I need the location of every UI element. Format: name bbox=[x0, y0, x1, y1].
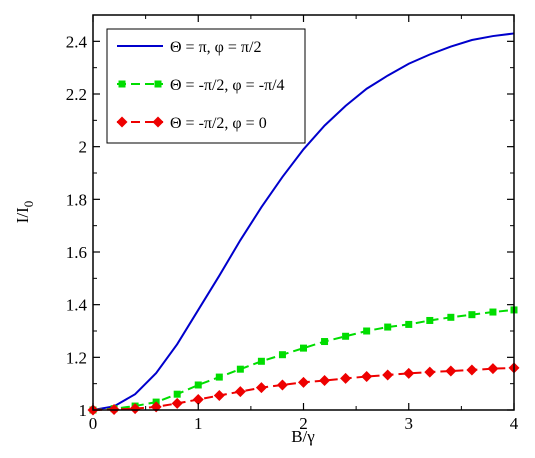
data-point bbox=[300, 344, 307, 352]
data-point bbox=[426, 316, 434, 324]
legend-item-3: Θ = -π/2, φ = 0 bbox=[116, 115, 267, 132]
data-point bbox=[236, 365, 244, 373]
x-tick-label: 0 bbox=[89, 414, 98, 433]
x-axis-label: B/γ bbox=[291, 427, 315, 446]
series-line bbox=[92, 308, 515, 411]
x-tick-label: 1 bbox=[194, 414, 203, 433]
data-point bbox=[468, 311, 476, 319]
legend: Θ = π, φ = π/2 Θ = -π/2, φ = -π/4 Θ = -π/2… bbox=[106, 28, 306, 144]
data-point bbox=[213, 390, 225, 402]
data-point bbox=[384, 323, 392, 331]
series-1 bbox=[92, 32, 515, 411]
data-point bbox=[382, 369, 394, 381]
data-point bbox=[171, 397, 183, 409]
data-point bbox=[445, 365, 457, 377]
legend-item-2: Θ = -π/2, φ = -π/4 bbox=[117, 77, 285, 94]
legend-marker bbox=[116, 116, 128, 128]
data-point bbox=[363, 327, 371, 335]
y-tick-label: 2.4 bbox=[66, 32, 88, 51]
series-2 bbox=[89, 306, 518, 414]
y-tick-label: 2.2 bbox=[66, 85, 87, 104]
data-point bbox=[405, 320, 413, 328]
data-point bbox=[129, 403, 141, 415]
data-point bbox=[340, 372, 352, 384]
legend-label: Θ = -π/2, φ = 0 bbox=[170, 115, 267, 132]
data-point bbox=[321, 338, 329, 346]
legend-marker bbox=[154, 80, 162, 88]
data-point bbox=[276, 379, 288, 391]
y-tick-label: 2 bbox=[79, 138, 88, 157]
legend-label: Θ = -π/2, φ = -π/4 bbox=[170, 77, 285, 94]
y-axis-label: I/I0 bbox=[13, 201, 36, 224]
data-point bbox=[424, 366, 436, 378]
legend-marker bbox=[152, 116, 164, 128]
data-point bbox=[342, 332, 350, 340]
y-tick-label: 1.6 bbox=[66, 243, 87, 262]
y-tick-label: 1.8 bbox=[66, 190, 87, 209]
data-point bbox=[234, 386, 246, 398]
data-point bbox=[192, 393, 204, 405]
data-point bbox=[215, 373, 223, 381]
x-tick-label: 3 bbox=[405, 414, 414, 433]
data-point bbox=[487, 363, 499, 375]
data-point bbox=[489, 308, 497, 316]
data-point bbox=[447, 313, 455, 321]
legend-marker bbox=[118, 80, 126, 88]
series-3 bbox=[87, 362, 520, 416]
legend-item-1: Θ = π, φ = π/2 bbox=[117, 39, 261, 56]
y-tick-label: 1.4 bbox=[66, 296, 88, 315]
y-axis-label-main: I/I bbox=[13, 207, 32, 223]
y-axis-label-sub: 0 bbox=[21, 201, 36, 208]
data-point bbox=[194, 381, 202, 389]
data-point bbox=[361, 371, 373, 383]
legend-label: Θ = π, φ = π/2 bbox=[170, 39, 261, 56]
data-point bbox=[278, 351, 286, 359]
data-point bbox=[319, 375, 331, 387]
y-tick-label: 1 bbox=[79, 401, 88, 420]
x-tick-label: 4 bbox=[510, 414, 519, 433]
svg-text:I/I0: I/I0 bbox=[13, 201, 36, 224]
data-point bbox=[298, 376, 309, 388]
ticks-layer: 0 1 2 3 411.21.41.61.822.22.4 bbox=[66, 15, 519, 433]
data-point bbox=[466, 364, 478, 376]
data-point bbox=[255, 382, 267, 394]
x-tick-label: 2 bbox=[299, 414, 308, 433]
legend-box bbox=[106, 28, 306, 144]
y-tick-label: 1.2 bbox=[66, 348, 87, 367]
series-line bbox=[92, 32, 515, 411]
data-point bbox=[257, 357, 265, 365]
data-point bbox=[173, 390, 181, 398]
data-point bbox=[403, 367, 415, 379]
series-layer bbox=[87, 32, 520, 416]
